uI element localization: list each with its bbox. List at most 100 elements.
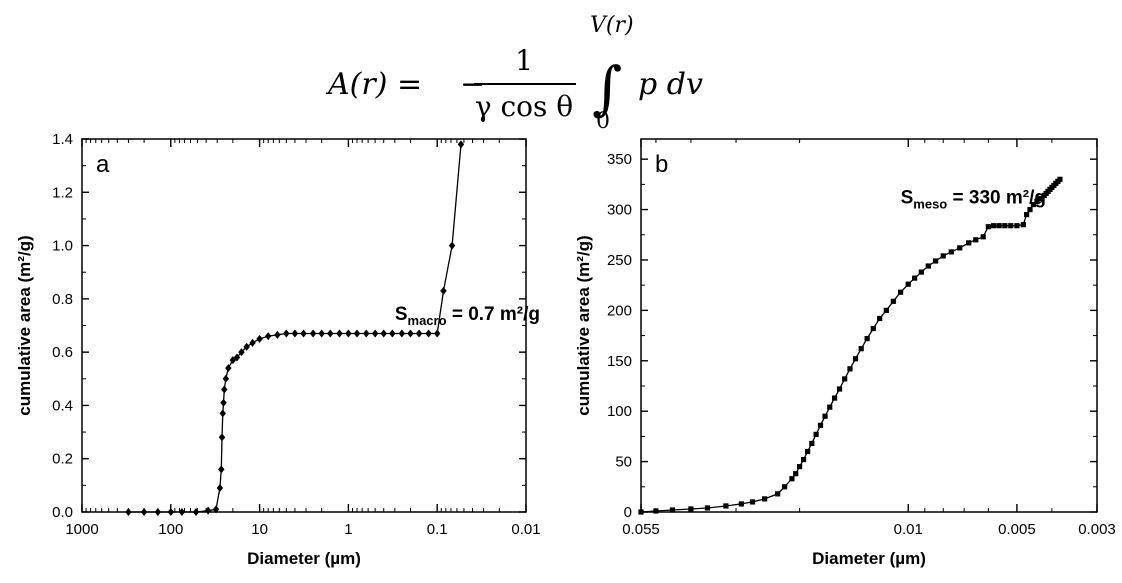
data-point xyxy=(283,329,290,338)
data-point xyxy=(225,364,232,373)
data-point xyxy=(805,448,811,455)
data-point xyxy=(434,329,441,338)
annotation-main: S xyxy=(395,304,408,325)
y-tick-label: 200 xyxy=(607,302,632,319)
data-point xyxy=(1057,176,1063,182)
data-point xyxy=(796,464,803,470)
data-point xyxy=(238,348,245,357)
data-point xyxy=(852,356,859,362)
data-point xyxy=(1020,222,1026,228)
data-point xyxy=(274,330,281,339)
y-tick-label: 0.8 xyxy=(52,291,73,308)
data-point xyxy=(192,508,200,516)
annotation-value: = 0.7 m²/g xyxy=(447,304,540,325)
data-point xyxy=(858,346,864,352)
data-point xyxy=(966,240,972,246)
y-tick-label: 0.4 xyxy=(52,397,73,414)
data-point xyxy=(822,413,828,419)
data-point xyxy=(925,263,931,269)
data-point xyxy=(932,258,939,264)
data-point xyxy=(389,329,396,338)
data-point xyxy=(204,506,212,515)
annotation-subscript: macro xyxy=(408,313,447,328)
data-point xyxy=(980,234,986,240)
data-point xyxy=(125,508,132,516)
data-point xyxy=(448,241,456,250)
annotation-value: = 330 m²/g xyxy=(947,188,1046,209)
data-point xyxy=(738,501,744,507)
data-point xyxy=(991,223,997,229)
data-point xyxy=(704,505,711,511)
data-point xyxy=(363,329,370,338)
data-point xyxy=(327,329,334,338)
formula-lhs: A(r) = xyxy=(325,67,422,102)
y-tick-label: 250 xyxy=(607,252,632,269)
data-point xyxy=(309,329,317,338)
data-point xyxy=(800,456,807,463)
data-point xyxy=(789,476,795,482)
data-point xyxy=(836,386,843,392)
x-tick-label: 0.005 xyxy=(998,521,1036,538)
y-axis-label: cumulative area (m²/g) xyxy=(574,235,593,415)
y-tick-label: 150 xyxy=(607,353,632,370)
data-point xyxy=(256,334,263,343)
data-point xyxy=(218,433,226,442)
data-point xyxy=(957,245,963,251)
data-point xyxy=(775,491,781,497)
chart-a: 0.0 0.2 0.4 0.6 0.8 1.0 1.2 1.4 1000 100 10 1 0.1 0.0… xyxy=(15,131,541,568)
data-point xyxy=(380,329,387,338)
data-point xyxy=(1014,223,1020,229)
data-point xyxy=(167,508,174,516)
y-tick-label: 0 xyxy=(624,504,632,521)
data-point xyxy=(883,307,889,313)
data-point xyxy=(809,440,815,447)
formula-denominator: γ cos θ xyxy=(475,90,573,123)
y-tick-label: 100 xyxy=(607,403,632,420)
data-point xyxy=(918,269,924,275)
data-point xyxy=(212,505,220,514)
data-point xyxy=(864,336,870,342)
data-point xyxy=(1034,198,1040,205)
data-point xyxy=(221,385,228,394)
series-line xyxy=(640,178,1061,513)
x-tick-label: 100 xyxy=(158,521,183,538)
data-point xyxy=(371,329,379,338)
data-point xyxy=(218,465,225,474)
data-point xyxy=(890,298,896,304)
data-point xyxy=(688,506,694,512)
area-formula: A(r) = − 1 γ cos θ ∫ V(r) 0 p dv xyxy=(325,13,703,130)
data-point xyxy=(898,289,904,295)
data-point xyxy=(1002,223,1008,229)
data-point xyxy=(249,338,256,347)
plot-frame xyxy=(81,138,527,513)
annotation-main: S xyxy=(901,188,914,209)
data-point xyxy=(870,325,876,332)
data-point xyxy=(813,431,819,437)
y-tick-label: 1.2 xyxy=(52,184,73,201)
y-tick-label: 0.6 xyxy=(52,344,73,361)
y-axis-label: cumulative area (m²/g) xyxy=(15,235,34,415)
data-point xyxy=(398,329,406,338)
data-point xyxy=(407,329,414,338)
y-tick-label: 300 xyxy=(607,202,632,219)
chart-b: 0 50 100 150 200 250 300 350 0.055 0.01 0.005 0.003… xyxy=(574,138,1116,568)
x-tick-label: 1000 xyxy=(65,521,98,538)
formula-integrand: p dv xyxy=(638,67,703,102)
data-point xyxy=(948,249,954,255)
y-tick-label: 0.0 xyxy=(52,504,73,521)
data-point xyxy=(440,286,447,295)
annotation-text: Smeso = 330 m²/g xyxy=(901,188,1046,212)
x-tick-label: 1 xyxy=(344,521,352,538)
data-point xyxy=(154,508,162,516)
data-point xyxy=(1027,206,1033,213)
data-point xyxy=(345,329,352,338)
y-tick-label: 1.0 xyxy=(52,238,73,255)
data-point xyxy=(831,395,838,401)
x-tick-label: 0.01 xyxy=(511,521,540,538)
data-point xyxy=(842,376,848,382)
data-point xyxy=(723,503,729,509)
data-point xyxy=(457,140,465,149)
x-tick-label: 0.1 xyxy=(427,521,448,538)
panel-label: a xyxy=(96,151,110,178)
data-point xyxy=(318,329,325,338)
